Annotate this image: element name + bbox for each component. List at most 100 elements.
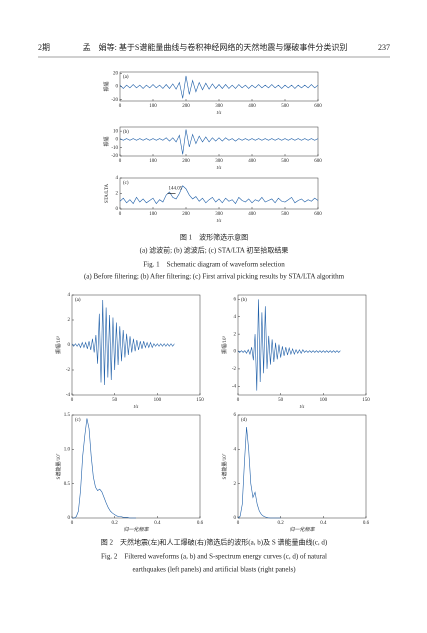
y-tick-label: 4: [234, 315, 237, 320]
y-tick-label: 4: [68, 293, 71, 298]
plot-frame: [119, 71, 319, 102]
y-tick-label: -20: [111, 98, 118, 103]
y-tick-label: -2: [66, 368, 71, 373]
y-tick-label: -20: [111, 154, 118, 159]
x-tick-label: 0.4: [154, 521, 161, 526]
caption: (a) Before filtering; (b) After filterin…: [84, 273, 345, 281]
x-tick-label: 0.6: [363, 521, 370, 526]
x-tick-label: 200: [182, 212, 190, 217]
caption: (a) 滤波前; (b) 滤波后; (c) STA/LTA 初至拾取结果: [140, 246, 289, 255]
y-axis-label: S谱能量/10⁷: [221, 453, 228, 479]
y-tick-label: -4: [232, 384, 237, 389]
x-tick-label: 100: [320, 398, 328, 403]
page-number: 237: [378, 43, 390, 52]
y-tick-label: 4: [116, 176, 119, 181]
y-axis-label: 振幅: [103, 136, 110, 146]
x-tick-label: 0: [119, 159, 122, 164]
y-tick-label: 0: [116, 207, 119, 212]
x-tick-label: 150: [196, 398, 204, 403]
y-tick-label: 0: [234, 350, 237, 355]
y-tick-label: -4: [66, 393, 71, 398]
y-tick-label: 2: [234, 482, 237, 487]
y-tick-label: 0: [116, 85, 119, 90]
y-tick-label: 1.5: [64, 413, 71, 418]
x-tick-label: 400: [248, 159, 256, 164]
waveform: [119, 75, 319, 99]
y-axis-label: STA/LTA: [105, 183, 110, 203]
annotation: 144.05: [169, 187, 183, 192]
x-tick-label: 0: [237, 398, 240, 403]
waveform: [72, 418, 136, 519]
x-axis-label: 归一化频率: [289, 526, 315, 533]
x-tick-label: 0: [119, 104, 122, 109]
y-tick-label: 0: [68, 516, 71, 521]
x-tick-label: 500: [281, 159, 289, 164]
panel-label: (c): [75, 418, 81, 423]
y-tick-label: 1.0: [64, 447, 71, 452]
waveform: [237, 426, 281, 519]
x-axis-label: t/s: [217, 219, 222, 224]
x-tick-label: 500: [281, 104, 289, 109]
x-tick-label: 600: [314, 159, 322, 164]
x-axis-label: t/s: [300, 405, 305, 410]
y-axis-label: 振幅: [103, 81, 110, 91]
x-axis-label: t/s: [217, 111, 222, 116]
waveform: [119, 185, 319, 205]
x-tick-label: 100: [154, 398, 162, 403]
y-axis-label: S谱能量/10⁷: [55, 453, 62, 479]
y-tick-label: 4: [234, 447, 237, 452]
y-axis-label: 振幅/10³: [221, 336, 228, 354]
y-tick-label: 6: [234, 297, 237, 302]
x-tick-label: 300: [215, 212, 223, 217]
x-tick-label: 500: [281, 212, 289, 217]
x-axis-label: t/s: [217, 166, 222, 171]
caption: 图 1 波形筛选示意图: [180, 233, 248, 242]
panel-label: (a): [75, 298, 81, 303]
waveform: [119, 129, 319, 155]
caption: Fig. 1 Schematic diagram of waveform sel…: [143, 261, 285, 269]
y-tick-label: 6: [234, 413, 237, 418]
x-tick-label: 0.2: [112, 521, 119, 526]
y-tick-label: 10: [113, 129, 119, 134]
x-tick-label: 0.4: [320, 521, 327, 526]
x-tick-label: 600: [314, 212, 322, 217]
x-tick-label: 300: [215, 104, 223, 109]
x-tick-label: 0.2: [278, 521, 285, 526]
y-tick-label: 0: [68, 343, 71, 348]
y-tick-label: 0: [234, 516, 237, 521]
caption: Fig. 2 Filtered waveforms (a, b) and S-s…: [101, 553, 327, 561]
y-tick-label: 2: [234, 332, 237, 337]
x-tick-label: 150: [362, 398, 370, 403]
y-tick-label: 2: [68, 318, 71, 323]
plot-frame: [119, 126, 319, 157]
panel-label: (b): [123, 130, 129, 135]
x-axis-label: t/s: [134, 405, 139, 410]
x-tick-label: 0: [71, 521, 74, 526]
page-number: 2期: [38, 43, 50, 52]
x-tick-label: 50: [278, 398, 284, 403]
waveform: [237, 299, 341, 391]
x-tick-label: 0: [237, 521, 240, 526]
plot-frame: [71, 414, 201, 519]
panel-label: (c): [123, 181, 129, 186]
x-tick-label: 100: [149, 212, 157, 217]
x-tick-label: 400: [248, 212, 256, 217]
x-tick-label: 400: [248, 104, 256, 109]
x-tick-label: 0: [119, 212, 122, 217]
y-tick-label: 20: [113, 71, 119, 76]
x-tick-label: 0: [71, 398, 74, 403]
y-tick-label: 2: [116, 192, 119, 197]
x-tick-label: 100: [149, 104, 157, 109]
x-axis-label: 归一化频率: [123, 526, 149, 533]
plot-frame: [237, 294, 367, 396]
x-tick-label: 200: [182, 159, 190, 164]
plot-frame: [119, 177, 319, 210]
plot-frame: [237, 414, 367, 519]
panel-label: (b): [241, 298, 247, 303]
x-tick-label: 100: [149, 159, 157, 164]
y-tick-label: -10: [111, 146, 118, 151]
x-tick-label: 600: [314, 104, 322, 109]
waveform: [71, 299, 175, 386]
caption: earthquakes (left panels) and artificial…: [132, 566, 296, 574]
